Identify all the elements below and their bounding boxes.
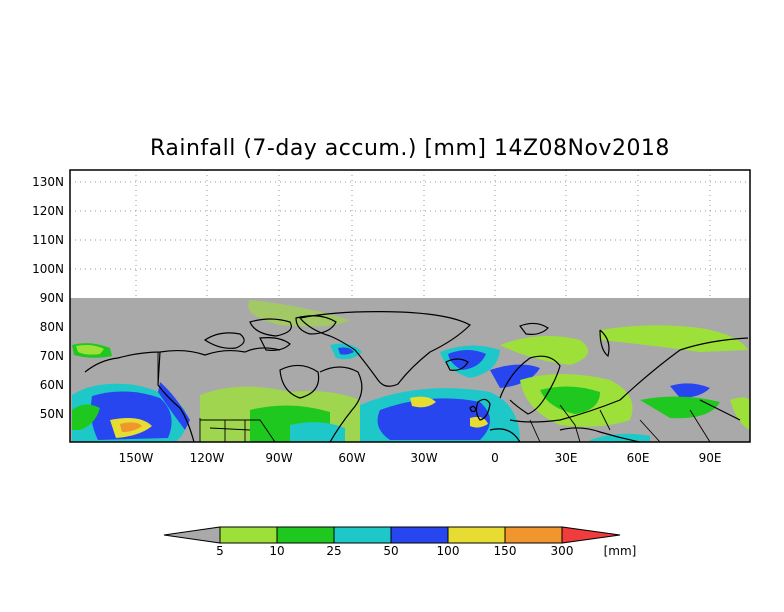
lat-label: 70N <box>40 349 64 363</box>
coastlines <box>84 311 749 443</box>
lat-label: 80N <box>40 320 64 334</box>
lat-label: 90N <box>40 291 64 305</box>
lon-label: 60E <box>627 451 650 465</box>
lon-label: 150W <box>119 451 154 465</box>
colorbar-label: 10 <box>269 544 284 558</box>
lat-label: 130N <box>32 175 64 189</box>
grid-lines <box>70 170 750 298</box>
colorbar: 5 10 25 50 100 150 300 [mm] <box>163 526 637 558</box>
lon-label: 0 <box>491 451 499 465</box>
political-borders <box>157 352 711 443</box>
colorbar-label: 50 <box>383 544 398 558</box>
colorbar-label: 25 <box>326 544 341 558</box>
lat-label: 60N <box>40 378 64 392</box>
lon-label: 60W <box>338 451 365 465</box>
colorbar-segment <box>447 526 506 544</box>
colorbar-segment <box>390 526 449 544</box>
lat-label: 110N <box>32 233 64 247</box>
colorbar-segment <box>219 526 278 544</box>
colorbar-label: 300 <box>551 544 574 558</box>
colorbar-label: 150 <box>494 544 517 558</box>
rainfall-field <box>72 300 750 442</box>
lat-label: 120N <box>32 204 64 218</box>
colorbar-under-triangle <box>163 526 221 544</box>
colorbar-segment <box>333 526 392 544</box>
colorbar-segment <box>276 526 335 544</box>
lon-label: 30E <box>555 451 578 465</box>
lon-label: 120W <box>190 451 225 465</box>
map-frame <box>69 169 751 443</box>
colorbar-unit: [mm] <box>604 544 637 558</box>
lat-label: 50N <box>40 407 64 421</box>
lon-axis: 150W 120W 90W 60W 30W 0 30E 60E 90E <box>119 451 722 465</box>
map-title: Rainfall (7-day accum.) [mm] 14Z08Nov201… <box>150 136 670 161</box>
colorbar-label: 5 <box>216 544 224 558</box>
lon-label: 90E <box>699 451 722 465</box>
lat-axis: 130N 120N 110N 100N 90N 80N 70N 60N 50N <box>32 175 64 421</box>
colorbar-segment <box>504 526 563 544</box>
lon-label: 90W <box>265 451 292 465</box>
colorbar-label: 100 <box>437 544 460 558</box>
lon-label: 30W <box>410 451 437 465</box>
lat-label: 100N <box>32 262 64 276</box>
colorbar-over-triangle <box>561 526 621 544</box>
